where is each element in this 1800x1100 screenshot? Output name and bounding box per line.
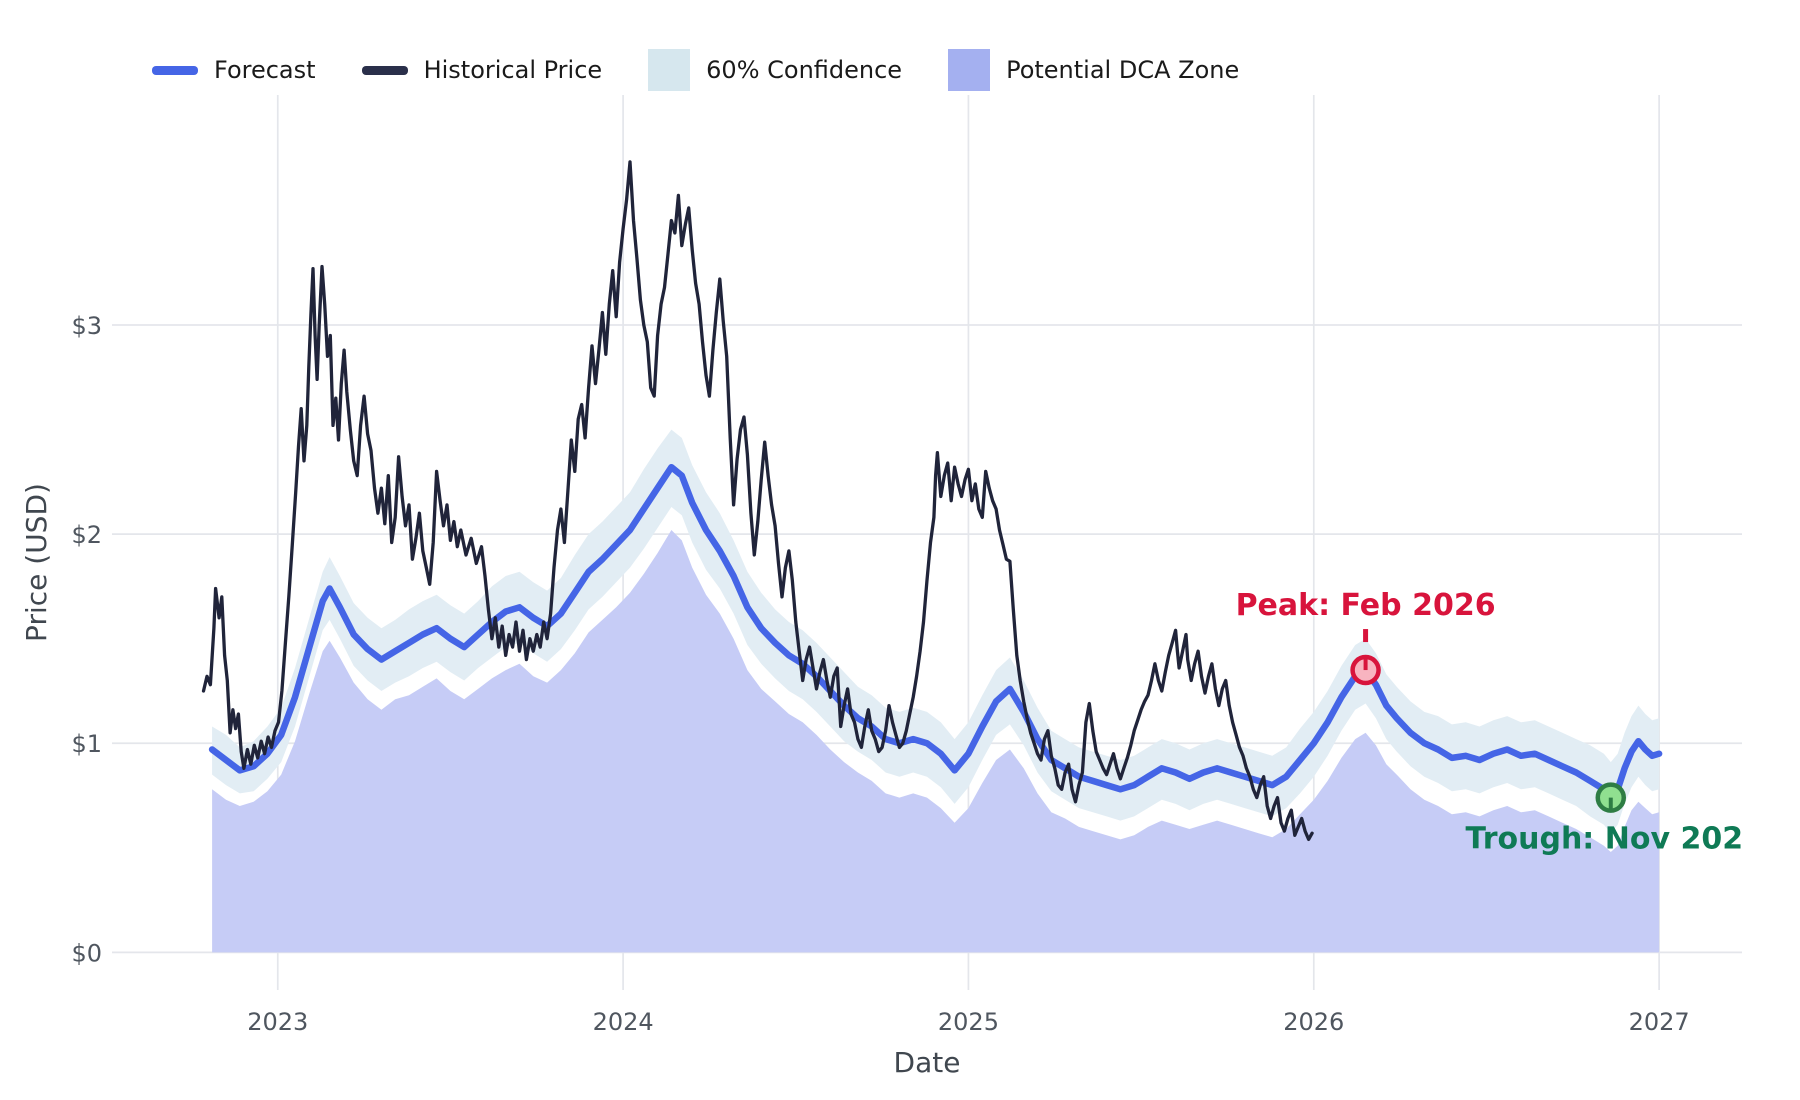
trough-marker-icon [1595, 782, 1627, 813]
x-tick-label: 2025 [938, 1008, 999, 1036]
legend-label: Historical Price [423, 56, 603, 84]
y-axis-label: Price (USD) [20, 483, 53, 642]
x-axis-label: Date [894, 1046, 961, 1079]
x-tick-label: 2027 [1629, 1008, 1690, 1036]
legend-label: Potential DCA Zone [1006, 56, 1240, 84]
x-tick-label: 2024 [593, 1008, 654, 1036]
peak-annotation: Peak: Feb 2026 [1236, 588, 1496, 623]
legend-label: Forecast [214, 56, 316, 84]
y-tick-label: $1 [71, 730, 102, 758]
legend-item-confidence: 60% Confidence [648, 49, 902, 91]
dca-zone-area [212, 530, 1660, 953]
dca-patch-icon [948, 49, 991, 91]
trough-annotation: Trough: Nov 2026 [1466, 822, 1764, 857]
y-tick-label: $2 [71, 521, 102, 549]
plot-area: Peak: Feb 2026 Trough: Nov 2026 [201, 160, 1764, 953]
x-tick-label: 2026 [1283, 1008, 1344, 1036]
x-tick-label: 2023 [247, 1008, 308, 1036]
legend-item-dca: Potential DCA Zone [948, 49, 1239, 91]
legend-item-historical: Historical Price [361, 56, 603, 84]
forecast-line [208, 463, 1663, 801]
axis-ticks: $0 $1 $2 $3 2023 2024 2025 2026 2027 [71, 312, 1689, 1036]
confidence-band-area [212, 429, 1660, 834]
historical-line-swatch-icon [361, 65, 408, 75]
y-tick-label: $3 [71, 312, 102, 340]
legend-item-forecast: Forecast [152, 56, 316, 84]
forecast-line-swatch-icon [152, 65, 198, 75]
legend: Forecast Historical Price 60% Confidence… [152, 44, 1239, 96]
historical-price-line [201, 160, 1314, 842]
legend-label: 60% Confidence [706, 56, 903, 84]
confidence-patch-icon [648, 49, 691, 91]
peak-marker-icon [1350, 629, 1381, 686]
y-tick-label: $0 [71, 939, 102, 967]
